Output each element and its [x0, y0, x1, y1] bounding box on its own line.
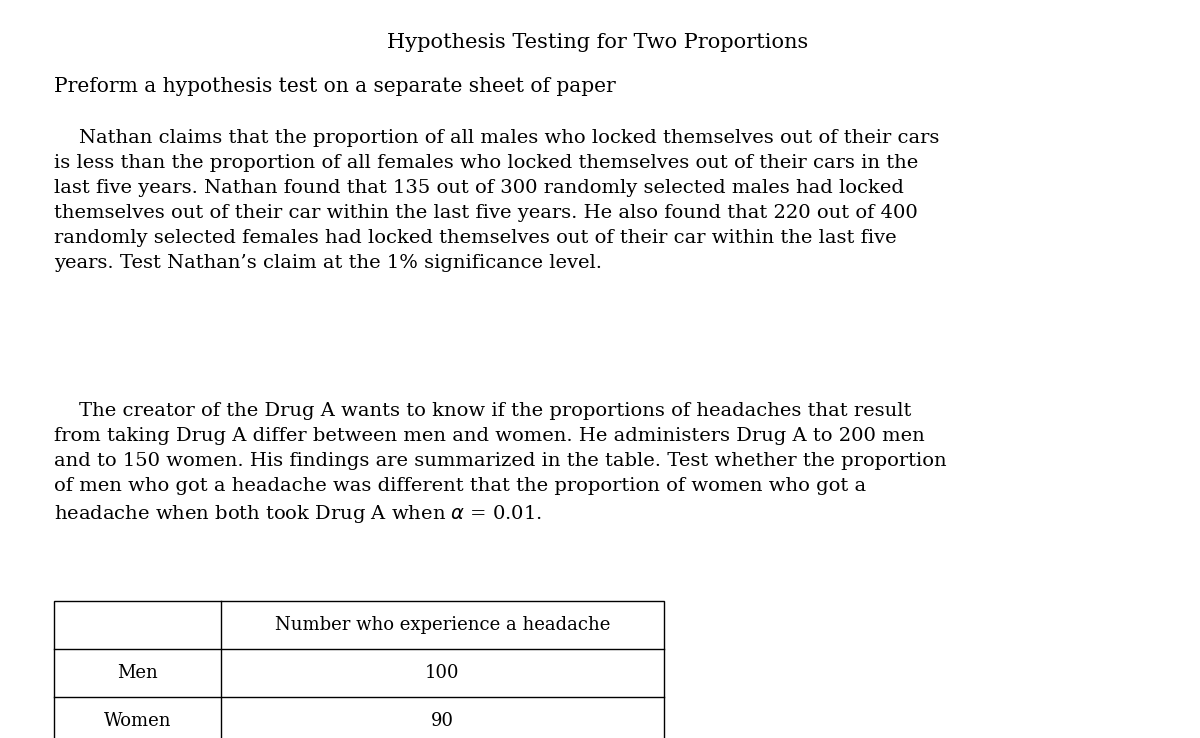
Text: Women: Women	[103, 712, 172, 731]
Text: 90: 90	[431, 712, 454, 731]
Text: 100: 100	[425, 664, 460, 683]
Text: Preform a hypothesis test on a separate sheet of paper: Preform a hypothesis test on a separate …	[54, 77, 616, 97]
Text: Nathan claims that the proportion of all males who locked themselves out of thei: Nathan claims that the proportion of all…	[54, 129, 940, 272]
Text: The creator of the Drug A wants to know if the proportions of headaches that res: The creator of the Drug A wants to know …	[54, 402, 947, 525]
Bar	[54, 601, 664, 738]
Text: Men: Men	[118, 664, 158, 683]
Text: Number who experience a headache: Number who experience a headache	[275, 616, 610, 635]
Text: Hypothesis Testing for Two Proportions: Hypothesis Testing for Two Proportions	[388, 33, 809, 52]
